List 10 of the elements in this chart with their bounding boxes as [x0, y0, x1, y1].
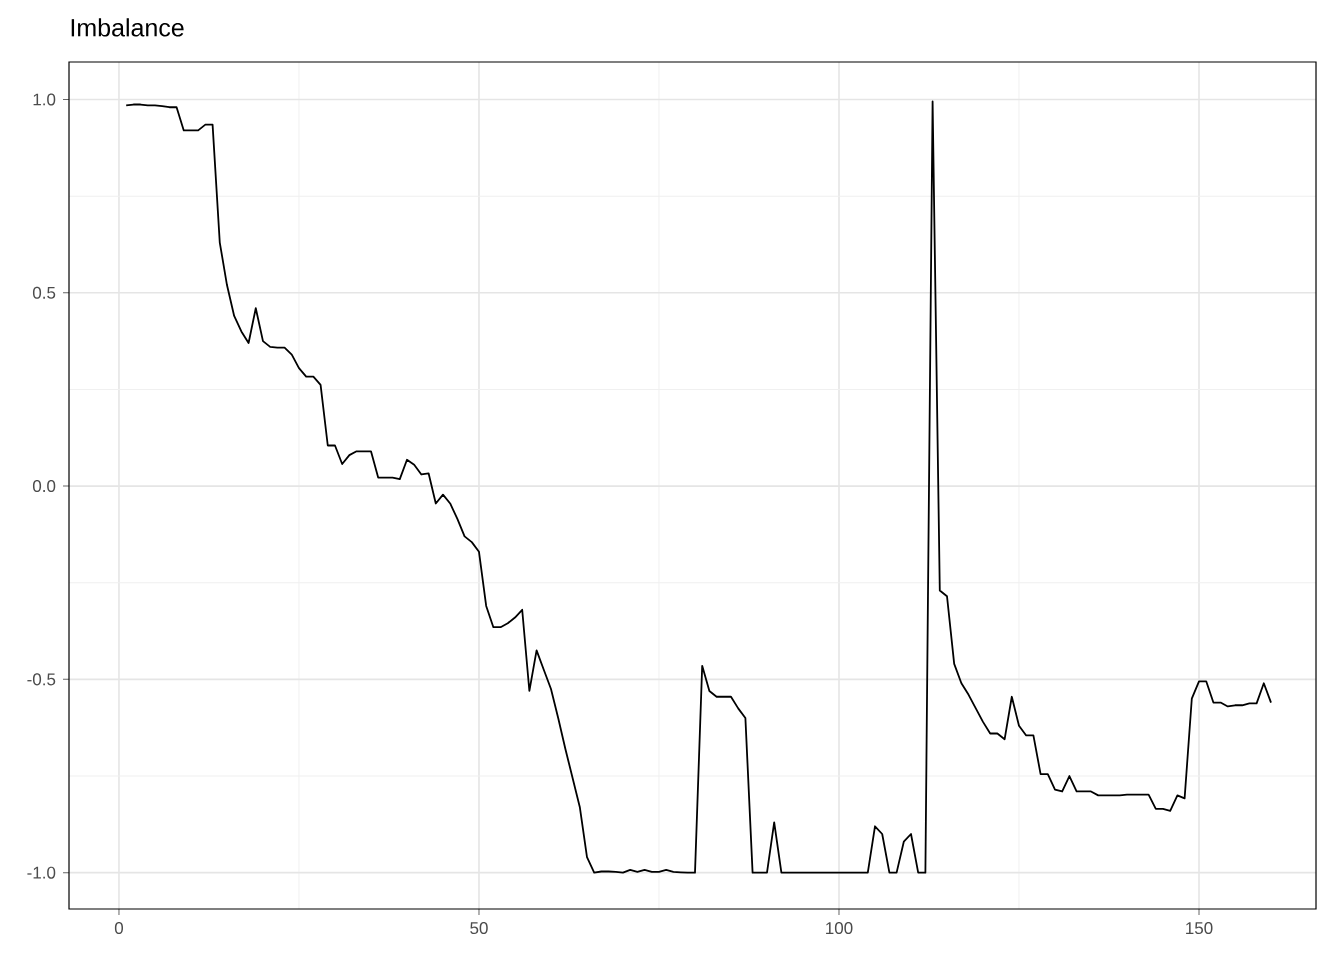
x-tick-label: 50	[470, 922, 488, 935]
y-tick-label: -1.0	[27, 866, 56, 879]
x-tick-label: 0	[114, 922, 124, 935]
x-tick-label: 100	[826, 922, 853, 935]
y-tick-label: 1.0	[33, 93, 56, 106]
y-tick-label: -0.5	[27, 673, 56, 686]
y-tick-label: 0.0	[32, 480, 56, 493]
chart-title: Imbalance	[71, 18, 184, 37]
y-tick-label: 0.5	[32, 286, 56, 299]
x-tick-label: 150	[1186, 922, 1213, 935]
